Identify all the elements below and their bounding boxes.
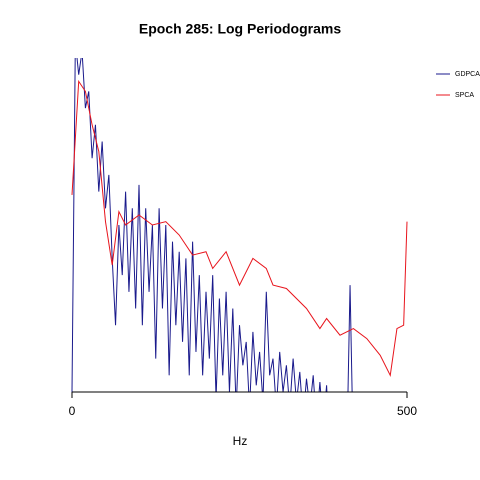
legend-label: GDPCA — [455, 71, 480, 78]
plot-area — [71, 58, 408, 392]
series-line — [71, 58, 353, 392]
x-axis-label: Hz — [233, 434, 248, 448]
legend-label: SPCA — [455, 92, 474, 99]
series-line — [71, 79, 408, 377]
x-tick-label: 0 — [69, 404, 76, 418]
chart-title: Epoch 285: Log Periodograms — [139, 21, 341, 37]
x-tick-label: 500 — [397, 404, 417, 418]
